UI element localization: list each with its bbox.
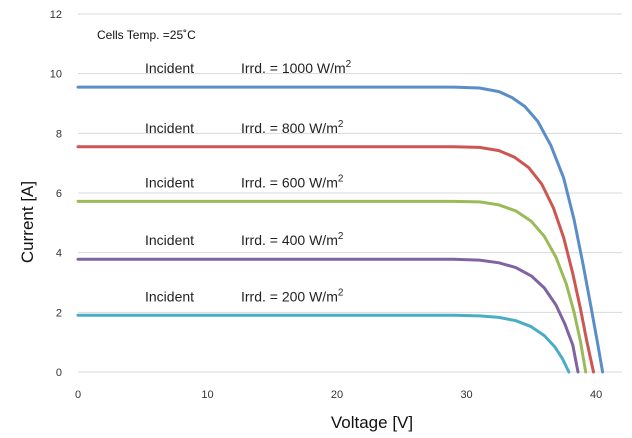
y-tick-label-8: 8 — [56, 128, 62, 140]
series-label-prefix-3: Incident — [145, 232, 194, 248]
y-tick-label-0: 0 — [56, 367, 62, 379]
series-line-1 — [76, 145, 595, 374]
series-label-prefix-0: Incident — [145, 60, 194, 76]
y-tick-label-4: 4 — [56, 248, 62, 260]
series-label-superscript-4: 2 — [338, 287, 344, 298]
y-axis-title: Current [A] — [18, 181, 37, 263]
series-label-superscript-3: 2 — [338, 231, 344, 242]
series-line-2 — [76, 199, 588, 374]
y-tick-label-6: 6 — [56, 188, 62, 200]
y-axis-ticks: 0 2 4 6 8 10 12 — [50, 9, 62, 379]
series-label-main-4: Irrd. = 200 W/m2 — [241, 287, 344, 304]
y-tick-label-2: 2 — [56, 307, 62, 319]
x-tick-label-30: 30 — [460, 389, 472, 401]
x-tick-label-10: 10 — [201, 389, 213, 401]
series-label-main-2: Irrd. = 600 W/m2 — [241, 173, 344, 190]
series-label-main-3: Irrd. = 400 W/m2 — [241, 231, 344, 248]
y-tick-label-12: 12 — [50, 9, 62, 21]
x-axis-ticks: 0 10 20 30 40 — [75, 389, 602, 401]
y-tick-label-10: 10 — [50, 69, 62, 81]
series-label-main-1: Irrd. = 800 W/m2 — [241, 119, 344, 136]
series-label-prefix-2: Incident — [145, 174, 194, 190]
series-label-prefix-4: Incident — [145, 288, 194, 304]
x-tick-label-20: 20 — [331, 389, 343, 401]
series-line-4 — [76, 313, 571, 374]
series-lines — [76, 85, 605, 374]
series-label-superscript-0: 2 — [346, 59, 352, 70]
series-label-superscript-2: 2 — [338, 173, 344, 184]
series-line-0 — [76, 85, 605, 374]
series-label-main-0: Irrd. = 1000 W/m2 — [241, 59, 352, 76]
series-labels: Incident Irrd. = 1000 W/m2 Incident Irrd. =… — [145, 59, 352, 304]
series-label-superscript-1: 2 — [338, 119, 344, 130]
x-tick-label-0: 0 — [75, 389, 81, 401]
gridlines — [78, 13, 622, 373]
series-label-prefix-1: Incident — [145, 120, 194, 136]
x-tick-label-40: 40 — [590, 389, 602, 401]
x-axis-title: Voltage [V] — [331, 413, 413, 432]
temperature-annotation: Cells Temp. =25˚C — [97, 28, 196, 42]
series-line-3 — [76, 257, 580, 374]
